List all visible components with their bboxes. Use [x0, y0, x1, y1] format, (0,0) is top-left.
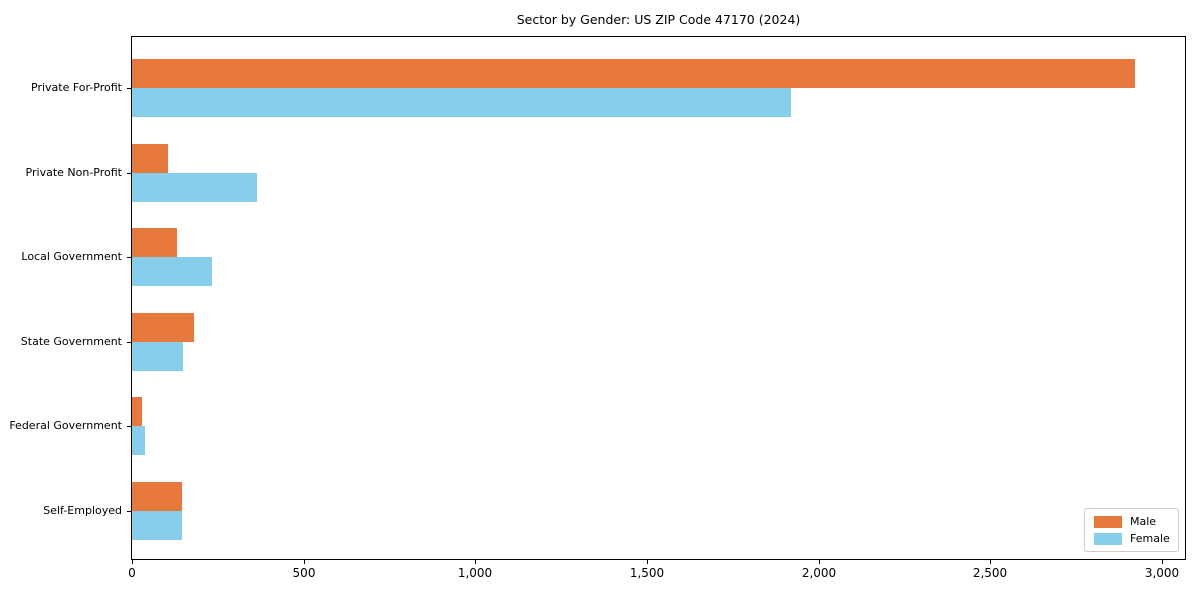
bar-female-private-for-profit — [132, 88, 791, 117]
y-tick-state-government — [127, 342, 131, 343]
x-axis-label-500: 500 — [292, 566, 316, 580]
plot-area: Male Female — [131, 36, 1186, 560]
x-tick-0 — [132, 560, 133, 564]
legend-item-female: Female — [1094, 532, 1170, 545]
y-tick-local-government — [127, 257, 131, 258]
male-legend-swatch — [1094, 515, 1122, 528]
legend: Male Female — [1084, 508, 1179, 552]
bar-male-private-for-profit — [132, 59, 1135, 88]
female-legend-label: Female — [1130, 532, 1170, 545]
y-axis-label-private-non-profit: Private Non-Profit — [25, 166, 122, 179]
legend-item-male: Male — [1094, 515, 1170, 528]
bar-female-self-employed — [132, 510, 182, 540]
y-axis-label-state-government: State Government — [20, 335, 122, 348]
bar-male-private-non-profit — [132, 143, 168, 173]
x-axis-label-2000: 2,000 — [801, 566, 837, 580]
x-axis-label-3000: 3,000 — [1144, 566, 1180, 580]
x-tick-1000 — [475, 560, 476, 564]
bar-male-self-employed — [132, 481, 182, 511]
x-axis-label-0: 0 — [128, 566, 136, 580]
x-axis-label-2500: 2,500 — [972, 566, 1008, 580]
bar-male-local-government — [132, 228, 177, 257]
x-axis-label-1000: 1,000 — [457, 566, 493, 580]
male-legend-label: Male — [1130, 515, 1157, 528]
x-tick-1500 — [647, 560, 648, 564]
x-tick-2500 — [990, 560, 991, 564]
y-axis-label-federal-government: Federal Government — [9, 419, 122, 432]
x-tick-3000 — [1162, 560, 1163, 564]
female-legend-swatch — [1094, 532, 1122, 545]
bar-female-state-government — [132, 341, 183, 371]
x-tick-500 — [304, 560, 305, 564]
x-tick-2000 — [819, 560, 820, 564]
y-axis-label-local-government: Local Government — [21, 250, 122, 263]
y-tick-self-employed — [127, 511, 131, 512]
y-tick-private-for-profit — [127, 88, 131, 89]
y-tick-private-non-profit — [127, 173, 131, 174]
y-tick-federal-government — [127, 426, 131, 427]
chart-title: Sector by Gender: US ZIP Code 47170 (202… — [516, 12, 801, 27]
y-axis-label-self-employed: Self-Employed — [43, 504, 122, 517]
bar-female-federal-government — [132, 426, 145, 455]
bar-male-federal-government — [132, 397, 142, 426]
bar-male-state-government — [132, 312, 194, 342]
y-axis-label-private-for-profit: Private For-Profit — [31, 81, 122, 94]
bar-female-private-non-profit — [132, 172, 257, 202]
bar-female-local-government — [132, 257, 212, 286]
x-axis-label-1500: 1,500 — [629, 566, 665, 580]
